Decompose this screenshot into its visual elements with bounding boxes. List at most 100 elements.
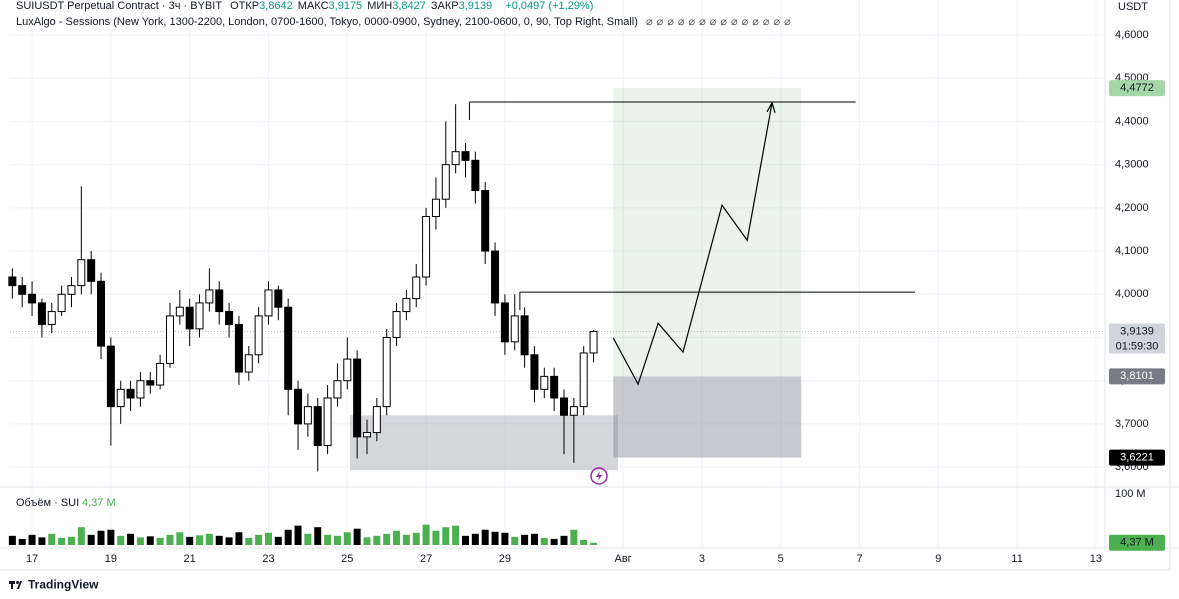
candle-body [569,406,578,416]
y-tick-label: 3,7000 [1115,418,1149,430]
price-label: 3,6221 [1120,451,1154,463]
volume-bar [343,532,351,545]
volume-bar [353,528,361,545]
volume-bar [176,532,184,545]
stop-zone [613,376,802,458]
candle-body [500,302,509,343]
candle-body [471,159,480,192]
candle-body [550,375,559,399]
volume-bar [294,525,302,545]
candle-body [303,406,312,425]
volume-bar [274,536,282,545]
x-tick-label: 29 [499,553,511,565]
ohlc-value: 3,8427 [392,0,426,12]
volume-bar [501,532,509,545]
volume-bar [412,532,420,545]
volume-bar [580,539,588,545]
volume-bar [402,534,410,545]
volume-bar [422,524,430,545]
ohlc-key: МАКС [297,0,329,12]
candle-body [579,352,588,408]
candle-body [441,164,450,200]
candle-body [185,306,194,330]
volume-bar [452,525,460,545]
candle-body [87,259,96,282]
candle-body [195,302,204,330]
candle-body [215,289,224,313]
volume-bar [245,537,253,545]
volume-bar [146,536,154,545]
volume-bar [87,534,95,545]
candle-body [481,190,490,252]
ohlc-value: 3,9175 [328,0,363,12]
ohlc-key: ОТКР [230,0,260,12]
volume-bar [530,533,538,545]
event-icon [590,467,608,485]
x-tick-label: 19 [105,553,117,565]
price-label-box [1109,449,1165,466]
candle-body [67,285,76,295]
volume-bar [8,535,16,545]
volume-label-box [1109,534,1165,551]
price-label: 3,8101 [1120,370,1154,382]
y-tick-label: 4,4000 [1115,115,1149,127]
volume-label: 4,37 M [1120,537,1154,549]
volume-bar [97,530,105,545]
candle-body [225,311,234,326]
candle-body [491,250,500,304]
volume-bar [550,538,558,545]
volume-bar [373,535,381,545]
x-tick-label: 11 [1011,553,1022,565]
volume-bar [67,536,75,545]
candle-body [274,289,283,308]
candle-body [294,388,303,425]
candle-body [28,293,37,304]
target-zone [613,88,802,377]
volume-bar [324,534,332,545]
candle-body [77,259,86,287]
candle-body [412,276,421,300]
candle-body [18,285,27,295]
candle-body [97,280,106,347]
volume-bar [461,535,469,545]
candle-body [530,354,539,390]
x-tick-label: 13 [1090,553,1102,565]
volume-bar [127,533,135,545]
volume-bar [481,529,489,545]
x-tick-label: 7 [856,553,862,565]
countdown-box [1109,339,1165,354]
candle-body [37,302,46,326]
volume-bar [28,534,36,545]
change: +0,0497 (+1,29%) [505,0,594,12]
candle-body [264,289,273,317]
x-tick-label: 21 [184,553,196,565]
candle-body [57,293,66,313]
candle-body [136,380,145,399]
volume-bar [511,536,519,545]
price-label-box [1109,368,1165,385]
ohlc-key: МИН [367,0,393,12]
candle-body [520,315,529,356]
volume-title: Объём · SUI [16,497,79,509]
candle-body [392,311,401,338]
x-tick-label: 17 [26,553,38,565]
y-tick-label: 4,6000 [1115,29,1149,41]
price-label: 4,4772 [1120,82,1154,94]
candle-body [451,151,460,166]
symbol: SUIUSDT Perpetual Contract · 3ч · BYBIT [16,0,223,12]
candle-body [343,358,352,382]
volume-bar [264,532,272,545]
candle-body [254,315,263,356]
volume-bar [304,533,312,545]
volume-bar [166,534,174,545]
x-tick-label: 5 [778,553,784,565]
volume-bar [107,529,115,545]
x-tick-label: 25 [341,553,353,565]
ohlc-value: 3,8642 [259,0,293,12]
candle-body [156,362,165,386]
volume-bar [77,527,85,545]
volume-bar [215,535,223,545]
y-tick-label: 4,1000 [1115,245,1149,257]
